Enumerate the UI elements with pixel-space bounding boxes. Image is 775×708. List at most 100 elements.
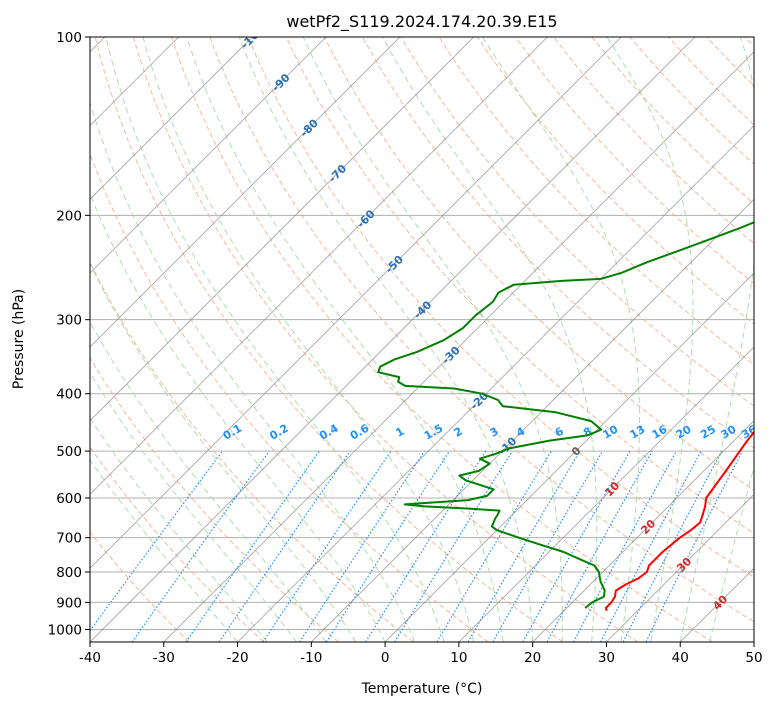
x-tick-label: -20 [227, 650, 249, 666]
dry-adiabat-line [744, 37, 754, 47]
mixing-ratio-label: 25 [698, 423, 718, 442]
isotherm-line [90, 37, 696, 642]
mixing-ratio-line [365, 450, 487, 642]
y-tick-label: 400 [56, 387, 82, 403]
mixing-ratio-line [218, 450, 351, 642]
y-tick-label: 300 [56, 313, 82, 329]
moist-adiabats [90, 37, 754, 642]
mixing-ratio-label: 8 [581, 425, 594, 440]
mixing-ratio-label: 10 [600, 423, 620, 442]
mixing-ratio-line [131, 450, 270, 642]
isotherm-line [90, 37, 401, 348]
mixing-ratio-line [645, 450, 744, 642]
moist-adiabat-line [142, 37, 475, 642]
isotherm-label: -60 [354, 207, 377, 230]
mixing-ratio-line [262, 450, 392, 642]
mixing-ratio-line [185, 450, 320, 642]
isotherms [90, 37, 754, 642]
isotherm-label: -30 [439, 343, 462, 366]
mixing-ratio-label: 0.2 [267, 422, 290, 443]
chart-title: wetPf2_S119.2024.174.20.39.E15 [286, 12, 557, 32]
moist-adiabat-line [606, 37, 694, 642]
reference-labels: 0.1 0.2 0.4 0.6 1 1.5 2 3 4 6 8 10 13 16 20 25 30 36-100-… [221, 37, 754, 613]
x-tick-label: -10 [300, 650, 322, 666]
moist-adiabat-line [482, 37, 640, 642]
isotherm-line [237, 124, 754, 642]
dry-adiabat-line [667, 37, 754, 126]
dry-adiabat-line [591, 37, 754, 205]
mixing-ratio-line [572, 450, 677, 642]
moist-adiabat-line [90, 100, 416, 642]
x-tick-label: 50 [745, 650, 762, 666]
moist-adiabat-line [238, 37, 534, 642]
dry-adiabat-line [90, 260, 414, 642]
dry-adiabat-line [706, 37, 754, 87]
isotherm-label: 10 [602, 479, 622, 499]
mixing-ratio-line [436, 450, 552, 642]
moist-adiabat-line [90, 192, 386, 642]
moist-adiabat-line [302, 37, 563, 642]
isotherm-line [311, 198, 754, 642]
isotherm-label: -50 [383, 253, 406, 276]
moist-adiabat-line [90, 262, 357, 642]
y-tick-label: 900 [56, 595, 82, 611]
x-tick-label: 0 [381, 650, 390, 666]
isotherm-label: -40 [411, 298, 434, 321]
moist-adiabat-line [90, 417, 268, 642]
x-axis-label: Temperature (°C) [361, 681, 483, 697]
y-axis: 100 200 300 400 500 600 700 800 900 1000 [48, 30, 90, 638]
moist-adiabat-line [90, 459, 238, 642]
mixing-ratio-line [325, 450, 450, 642]
dry-adiabat-line [515, 37, 754, 285]
moist-adiabat-line [709, 464, 754, 642]
dry-adiabat-line [90, 152, 489, 642]
isotherm-line [753, 641, 754, 642]
temperature-profile [604, 430, 754, 612]
isotherm-line [90, 37, 327, 274]
dry-adiabat-line [323, 37, 754, 491]
dry-adiabat-line [94, 37, 564, 642]
mixing-ratio-line [600, 450, 702, 642]
dry-adiabat-line [90, 356, 339, 642]
x-tick-label: 10 [450, 650, 467, 666]
isotherm-line [458, 346, 754, 642]
x-tick-label: -40 [79, 650, 101, 666]
isotherm-label: -70 [326, 162, 349, 185]
dry-adiabats [90, 37, 754, 642]
moist-adiabat-line [90, 321, 327, 642]
isotherm-line [163, 51, 754, 642]
isotherm-label: -80 [298, 116, 321, 139]
isotherm-line [384, 272, 754, 642]
y-tick-label: 800 [56, 565, 82, 581]
mixing-ratio-line [622, 450, 723, 642]
dry-adiabat-line [90, 446, 265, 642]
y-tick-label: 1000 [48, 622, 82, 638]
moist-adiabat-line [382, 37, 598, 642]
isotherm-label: 40 [710, 592, 730, 612]
isotherm-line [606, 493, 754, 642]
isotherm-label: 20 [638, 517, 658, 537]
moist-adiabat-line [105, 37, 445, 642]
mixing-ratio-label: 0.1 [221, 422, 244, 443]
mixing-ratio-label: 0.4 [317, 421, 341, 442]
mixing-ratio-line [546, 450, 653, 642]
moist-adiabat-line [679, 37, 754, 642]
dewpoint-profile [377, 221, 754, 609]
y-tick-label: 600 [56, 491, 82, 507]
mixing-ratio-label: 13 [628, 423, 648, 442]
dry-adiabat-line [438, 37, 754, 366]
y-tick-label: 700 [56, 531, 82, 547]
y-axis-label: Pressure (hPa) [11, 289, 27, 389]
dry-adiabat-line [171, 37, 713, 642]
mixing-ratio-line [522, 450, 631, 642]
mixing-ratio-lines [90, 450, 744, 642]
x-tick-label: 40 [672, 650, 689, 666]
y-tick-label: 200 [56, 208, 82, 224]
moist-adiabat-line [90, 371, 298, 642]
x-tick-label: -30 [153, 650, 175, 666]
mixing-ratio-line [299, 450, 426, 642]
dry-adiabat-line [629, 37, 754, 165]
mixing-ratio-label: 0.6 [348, 421, 372, 442]
mixing-ratio-label: 20 [674, 423, 694, 442]
